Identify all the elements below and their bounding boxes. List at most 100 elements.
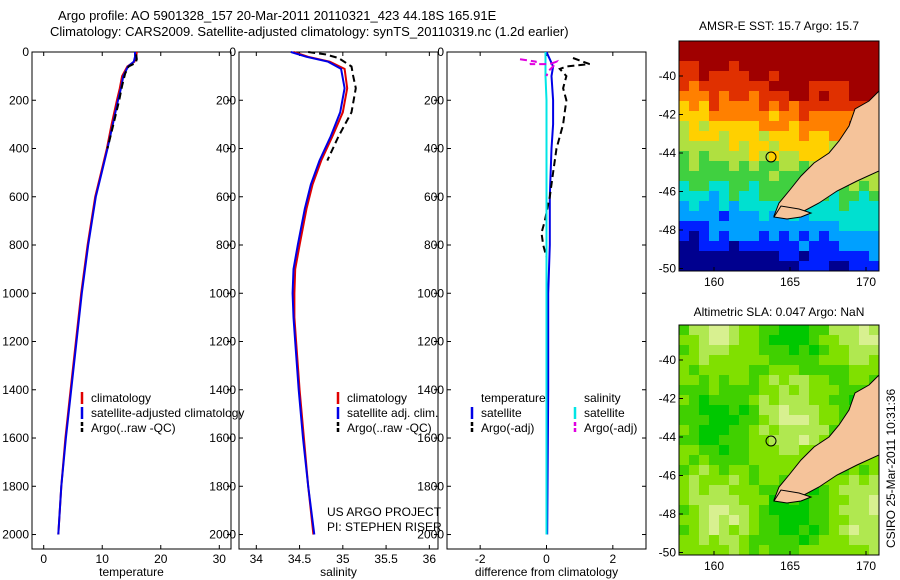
map-x-tick-label: 170 [856,559,876,573]
map-cell [869,525,879,535]
map-cell [839,191,849,201]
map-cell [769,171,779,181]
map-cell [729,535,739,545]
map-cell [849,495,859,505]
map-cell [679,51,689,61]
y-tick-label: 400 [424,142,444,156]
map-cell [839,121,849,131]
map-cell [819,405,829,415]
map-cell [789,375,799,385]
map-cell [819,365,829,375]
map-cell [719,211,729,221]
map-cell [709,111,719,121]
map-cell [819,81,829,91]
map-cell [829,91,839,101]
land-mass [773,90,879,217]
panel-difference: 0 200 400 600 800 1000 1200 1400 1600 1800 2000 -2 0… [417,45,647,579]
map-cell [699,475,709,485]
map-cell [809,131,819,141]
map-cell [709,425,719,435]
map-cell [849,51,859,61]
map-cell [739,395,749,405]
map-cell [849,201,859,211]
map-cell [789,261,799,271]
map-cell [799,375,809,385]
map-cell [719,505,729,515]
map-cell [829,191,839,201]
map-cell [759,101,769,111]
y-tick-label: 1400 [209,383,236,397]
map-cell [679,435,689,445]
map-cell [839,101,849,111]
map-cell [719,375,729,385]
map-cell [759,455,769,465]
map-cell [739,261,749,271]
map-cell [679,81,689,91]
map-cell [869,251,879,261]
map-cell [789,435,799,445]
map-cell [709,151,719,161]
map-cell [759,161,769,171]
map-cell [759,151,769,161]
map-cell [789,121,799,131]
map-cell [869,365,879,375]
y-tick-label: 1600 [417,431,444,445]
map-cell [699,435,709,445]
map-cell [779,475,789,485]
map-cell [679,211,689,221]
map-cell [759,465,769,475]
map-cell [699,71,709,81]
x-axis-label: salinity [320,565,357,579]
map-cell [869,51,879,61]
series-line-black [106,54,138,149]
map-cell [849,475,859,485]
map-cell [719,395,729,405]
map-cell [769,345,779,355]
map-cell [839,211,849,221]
map-cell [739,465,749,475]
map-cell [779,535,789,545]
map-cell [729,405,739,415]
map-cell [699,485,709,495]
map-cell [739,365,749,375]
map-cell [749,385,759,395]
map-cell [719,71,729,81]
map-cell [719,81,729,91]
map-cell [799,121,809,131]
map-cell [679,415,689,425]
map-cell [759,375,769,385]
map-cell [729,385,739,395]
map-y-tick-label: -46 [659,185,677,199]
map-cell [679,345,689,355]
map-cell [849,101,859,111]
map-cell [819,515,829,525]
map-cell [779,375,789,385]
map-cell [699,201,709,211]
map-cell [829,405,839,415]
map-cell [679,385,689,395]
map-cell [849,251,859,261]
map-cell [739,111,749,121]
map-cell [829,61,839,71]
y-tick-label: 800 [424,238,444,252]
map-cell [799,251,809,261]
map-cell [779,121,789,131]
map-cell [739,445,749,455]
map-y-tick-label: -44 [659,430,677,444]
map-cell [769,445,779,455]
map-cell [759,171,769,181]
map-cell [719,181,729,191]
map-cell [699,445,709,455]
map-cell [699,231,709,241]
map-cell [819,201,829,211]
map-cell [799,101,809,111]
map-cell [729,545,739,555]
map-cell [679,535,689,545]
y-tick-label: 200 [424,93,444,107]
map-cell [799,325,809,335]
map-cell [759,385,769,395]
map-cell [769,231,779,241]
map-cell [679,395,689,405]
map-cell [699,455,709,465]
legend-label: climatology [347,391,407,405]
